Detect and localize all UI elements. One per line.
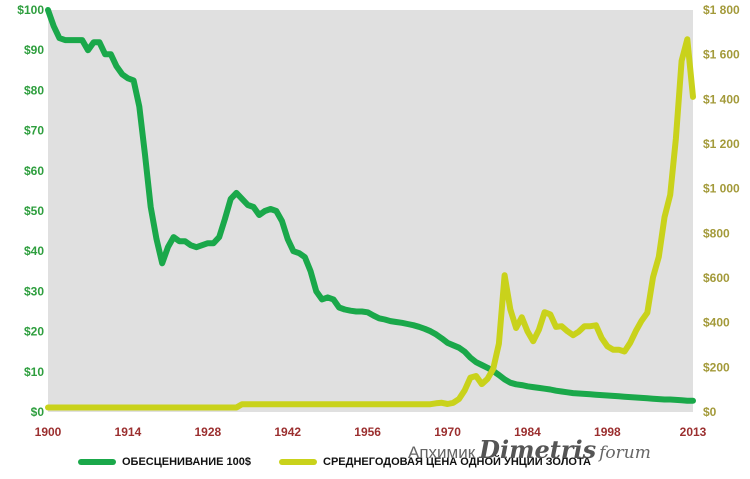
x-tick-label: 1956 <box>354 425 381 439</box>
gold-price-line <box>45 36 696 411</box>
x-tick-label: 1984 <box>514 425 541 439</box>
right-tick-label: $1 200 <box>703 137 740 151</box>
legend-swatch-dollar <box>78 459 116 465</box>
left-tick-label: $70 <box>24 124 44 138</box>
right-tick-label: $1 000 <box>703 182 740 196</box>
legend-label-dollar: ОБЕСЦЕНИВАНИЕ 100$ <box>122 456 252 468</box>
left-tick-label: $40 <box>24 244 44 258</box>
left-tick-label: $0 <box>31 405 45 419</box>
right-tick-label: $0 <box>703 405 717 419</box>
x-tick-label: 1914 <box>115 425 142 439</box>
watermark-part1: Апхимик <box>408 443 476 462</box>
watermark: Апхимик Dimetris forum <box>408 435 651 464</box>
left-tick-label: $20 <box>24 325 44 339</box>
left-tick-label: $10 <box>24 365 44 379</box>
x-tick-label: 1970 <box>434 425 461 439</box>
x-tick-label: 1928 <box>194 425 221 439</box>
left-tick-label: $80 <box>24 83 44 97</box>
legend-label-gold: СРЕДНЕГОДОВАЯ ЦЕНА ОДНОЙ УНЦИИ ЗОЛОТА <box>323 456 591 468</box>
x-axis-ticks: 1900 1914 1928 1942 1956 1970 1984 1998 2013 <box>35 425 707 439</box>
right-tick-label: $600 <box>703 271 730 285</box>
watermark-part3: forum <box>599 443 651 463</box>
left-tick-label: $100 <box>17 3 44 17</box>
watermark-part2: Dimetris <box>479 435 597 464</box>
left-tick-label: $50 <box>24 204 44 218</box>
left-tick-label: $30 <box>24 284 44 298</box>
x-tick-label: 1942 <box>274 425 301 439</box>
right-tick-label: $1 600 <box>703 48 740 62</box>
right-tick-label: $800 <box>703 226 730 240</box>
legend: ОБЕСЦЕНИВАНИЕ 100$ СРЕДНЕГОДОВАЯ ЦЕНА ОД… <box>78 456 619 468</box>
right-axis-ticks: $0 $200 $400 $600 $800 $1 000 $1 200 $1 400 $1 6… <box>703 3 740 419</box>
chart-svg: $0 $10 $20 $30 $40 $50 $60 $70 $80 $90 $100 $0 $200… <box>17 3 740 439</box>
plot-area <box>48 10 693 412</box>
left-tick-label: $90 <box>24 43 44 57</box>
left-axis-ticks: $0 $10 $20 $30 $40 $50 $60 $70 $80 $90 $100 <box>17 3 44 419</box>
x-tick-label: 1900 <box>35 425 62 439</box>
dollar-devaluation-line <box>45 7 696 404</box>
legend-item-dollar: ОБЕСЦЕНИВАНИЕ 100$ <box>78 456 251 468</box>
right-tick-label: $1 800 <box>703 3 740 17</box>
series-layer <box>45 7 696 411</box>
legend-swatch-gold <box>279 459 318 465</box>
right-tick-label: $400 <box>703 316 730 330</box>
x-tick-label: 1998 <box>594 425 621 439</box>
x-tick-label: 2013 <box>680 425 707 439</box>
legend-item-gold: СРЕДНЕГОДОВАЯ ЦЕНА ОДНОЙ УНЦИИ ЗОЛОТА <box>279 456 591 468</box>
right-tick-label: $200 <box>703 360 730 374</box>
right-tick-label: $1 400 <box>703 92 740 106</box>
left-tick-label: $60 <box>24 164 44 178</box>
